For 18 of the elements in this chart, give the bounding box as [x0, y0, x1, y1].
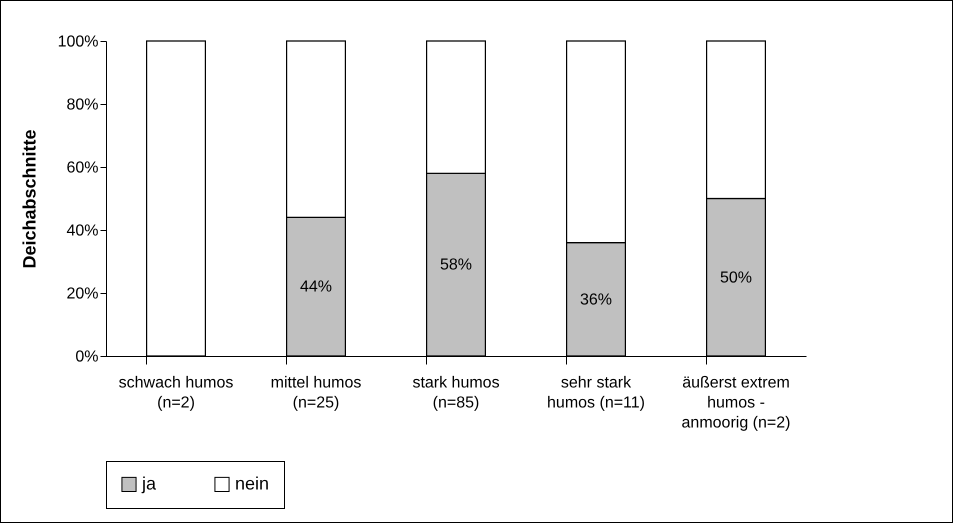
y-tick-label: 100%: [58, 34, 98, 50]
data-label: 44%: [300, 278, 332, 296]
data-label: 58%: [440, 256, 472, 274]
y-axis-title: Deichabschnitte: [20, 129, 40, 269]
y-tick-label: 60%: [66, 160, 98, 176]
x-tick-label: stark humos (n=85): [412, 374, 500, 412]
y-tick-label: 20%: [66, 286, 98, 302]
x-tick-label: äußerst extrem humos - anmoorig (n=2): [682, 374, 790, 432]
x-tick-label: schwach humos (n=2): [118, 374, 234, 412]
legend-label: nein: [235, 473, 270, 494]
y-tick-label: 80%: [66, 96, 98, 114]
legend-label: ja: [141, 473, 157, 494]
y-tick-label: 40%: [66, 222, 98, 240]
x-tick-label: mittel humos (n=25): [270, 374, 362, 412]
data-label: 50%: [720, 269, 752, 286]
x-tick-label: sehr stark humos (n=11): [547, 374, 645, 412]
y-tick-label: 0%: [75, 348, 98, 366]
data-label: 36%: [580, 291, 612, 308]
